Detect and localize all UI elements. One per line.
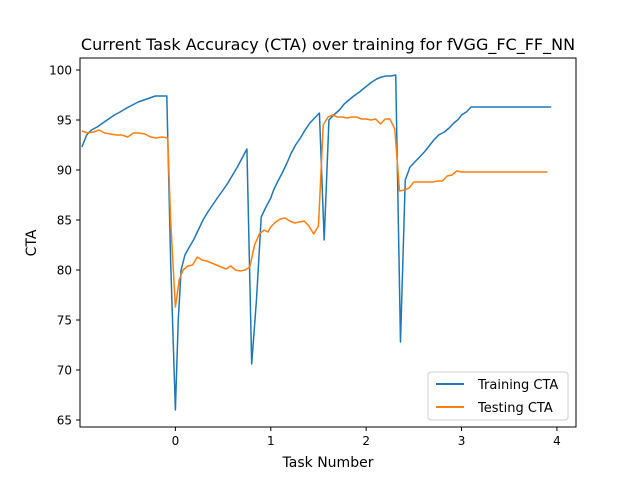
x-tick-label: 4 bbox=[553, 434, 561, 448]
legend-label-testing: Testing CTA bbox=[477, 401, 553, 416]
legend: Training CTA Testing CTA bbox=[427, 371, 569, 421]
y-tick-label: 65 bbox=[57, 414, 72, 428]
y-tick-label: 85 bbox=[57, 214, 72, 228]
y-axis-label: CTA bbox=[24, 229, 40, 256]
x-tick-label: 1 bbox=[267, 434, 275, 448]
chart-title: Current Task Accuracy (CTA) over trainin… bbox=[81, 35, 575, 55]
y-tick-label: 95 bbox=[57, 114, 72, 128]
x-tick-label: 2 bbox=[362, 434, 370, 448]
y-tick-label: 80 bbox=[57, 264, 72, 278]
series-line-testing bbox=[81, 114, 548, 308]
legend-label-training: Training CTA bbox=[477, 378, 558, 393]
x-axis-ticks: 0 1 2 3 4 bbox=[172, 427, 561, 448]
x-tick-label: 3 bbox=[458, 434, 466, 448]
y-tick-label: 90 bbox=[57, 164, 72, 178]
y-tick-label: 75 bbox=[57, 314, 72, 328]
series-line-training bbox=[81, 74, 552, 411]
x-axis-label: Task Number bbox=[282, 455, 374, 471]
plot-frame bbox=[79, 57, 577, 428]
x-tick-label: 0 bbox=[172, 434, 180, 448]
y-tick-label: 100 bbox=[49, 64, 72, 78]
plot-series bbox=[81, 74, 552, 411]
y-tick-label: 70 bbox=[57, 364, 72, 378]
y-axis-ticks: 65 70 75 80 85 90 95 100 bbox=[49, 64, 80, 428]
